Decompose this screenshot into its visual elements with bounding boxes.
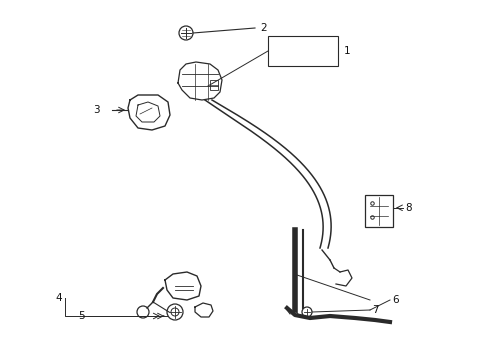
Text: 7: 7 xyxy=(372,305,379,315)
Text: 5: 5 xyxy=(78,311,85,321)
Text: 8: 8 xyxy=(405,203,412,213)
Text: 2: 2 xyxy=(260,23,267,33)
Text: 3: 3 xyxy=(94,105,100,115)
Text: 6: 6 xyxy=(392,295,399,305)
Bar xyxy=(268,36,338,66)
Text: 4: 4 xyxy=(55,293,62,303)
Text: 1: 1 xyxy=(344,46,351,56)
Bar xyxy=(210,80,218,90)
Bar xyxy=(365,195,393,227)
